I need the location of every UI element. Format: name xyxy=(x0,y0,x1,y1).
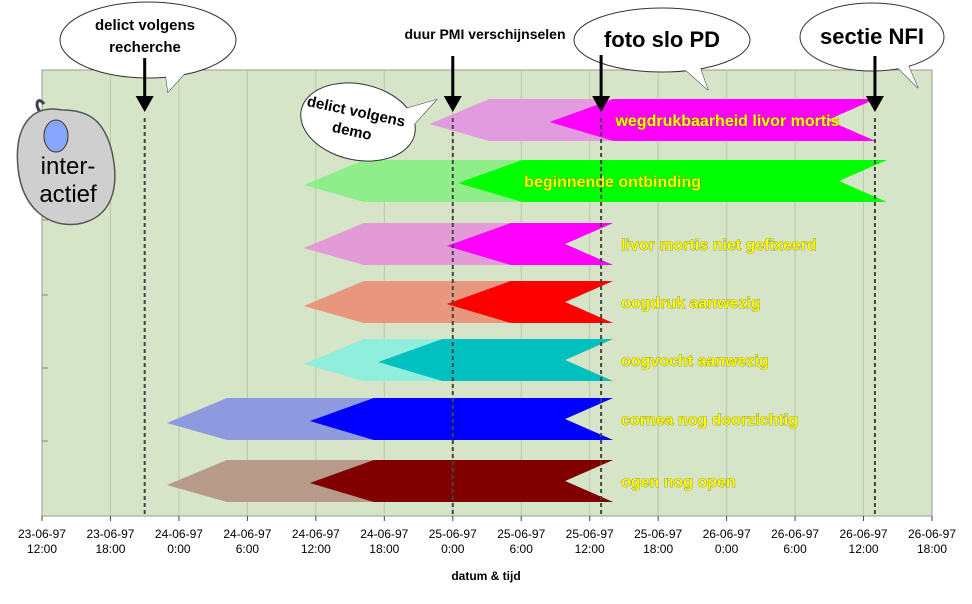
bar-label: oogdruk aanwezig xyxy=(621,295,761,312)
callout-tail-fill xyxy=(403,99,437,133)
marker-arrow-head xyxy=(135,96,154,112)
callout-foto-text: foto slo PD xyxy=(604,27,720,52)
x-tick-label: 26-06-97 6:00 xyxy=(771,527,819,556)
x-tick-label: 25-06-97 12:00 xyxy=(566,527,614,556)
x-tick-label: 23-06-97 18:00 xyxy=(86,527,134,556)
x-tick-label: 24-06-97 0:00 xyxy=(155,527,203,556)
callout-sectie-text: sectie NFI xyxy=(820,24,924,49)
bar-label: cornea nog doorzichtig xyxy=(621,412,798,429)
x-tick-label: 25-06-97 18:00 xyxy=(634,527,682,556)
mouse-button-icon xyxy=(43,119,69,153)
x-tick-label: 26-06-97 12:00 xyxy=(840,527,888,556)
callout-bubble xyxy=(59,1,237,79)
mouse-cable xyxy=(35,99,46,113)
callout-recherche xyxy=(59,1,237,94)
bar-label: beginnende ontbinding xyxy=(524,174,701,191)
marker-arrow-head xyxy=(443,96,462,112)
x-tick-label: 23-06-97 12:00 xyxy=(18,527,66,556)
callout-demo: delict volgensdemo xyxy=(300,82,438,162)
callout-pmi-text: duur PMI verschijnselen xyxy=(404,26,565,42)
callout-tail-fill xyxy=(165,62,195,92)
callout-bubble xyxy=(799,2,945,72)
callout-foto xyxy=(573,7,751,91)
callout-bubble xyxy=(573,7,751,73)
callout-sectie xyxy=(799,2,945,89)
bar-label: wegdrukbaarheid livor mortis xyxy=(614,113,839,130)
bar-inner-range xyxy=(446,281,614,323)
bar-label: livor mortis niet gefixeerd xyxy=(621,237,817,254)
bar-inner-range xyxy=(309,398,614,440)
x-tick-label: 24-06-97 6:00 xyxy=(223,527,271,556)
callout-tail-fill xyxy=(680,62,708,90)
interactive-mouse-button[interactable]: inter-actief xyxy=(16,99,116,226)
x-tick-label: 24-06-97 12:00 xyxy=(292,527,340,556)
bar-group xyxy=(166,398,614,440)
marker-arrow-head xyxy=(865,96,884,112)
x-tick-label: 26-06-97 0:00 xyxy=(703,527,751,556)
bar-inner-range xyxy=(549,99,876,141)
bar-inner-range xyxy=(378,339,614,381)
x-tick-label: 25-06-97 6:00 xyxy=(497,527,545,556)
bar-group xyxy=(303,160,887,202)
bar-label: oogvocht aanwezig xyxy=(621,353,769,370)
callout-bubble xyxy=(300,82,416,162)
mouse-icon xyxy=(16,108,116,226)
bar-label: ogen nog open xyxy=(621,474,736,491)
bar-group xyxy=(166,460,614,502)
bar-inner-range xyxy=(309,460,614,502)
callout-recherche-text: delict volgens recherche xyxy=(95,17,195,56)
x-tick-label: 25-06-97 0:00 xyxy=(429,527,477,556)
callout-tail-fill xyxy=(890,58,918,88)
bar-group xyxy=(429,99,876,141)
mouse-label[interactable]: inter-actief xyxy=(39,153,97,208)
x-tick-label: 26-06-97 18:00 xyxy=(908,527,956,556)
x-axis-title: datum & tijd xyxy=(451,569,520,583)
bar-inner-range xyxy=(458,160,887,202)
x-tick-label: 24-06-97 18:00 xyxy=(360,527,408,556)
marker-arrow-head xyxy=(592,96,611,112)
bar-inner-range xyxy=(446,223,614,265)
